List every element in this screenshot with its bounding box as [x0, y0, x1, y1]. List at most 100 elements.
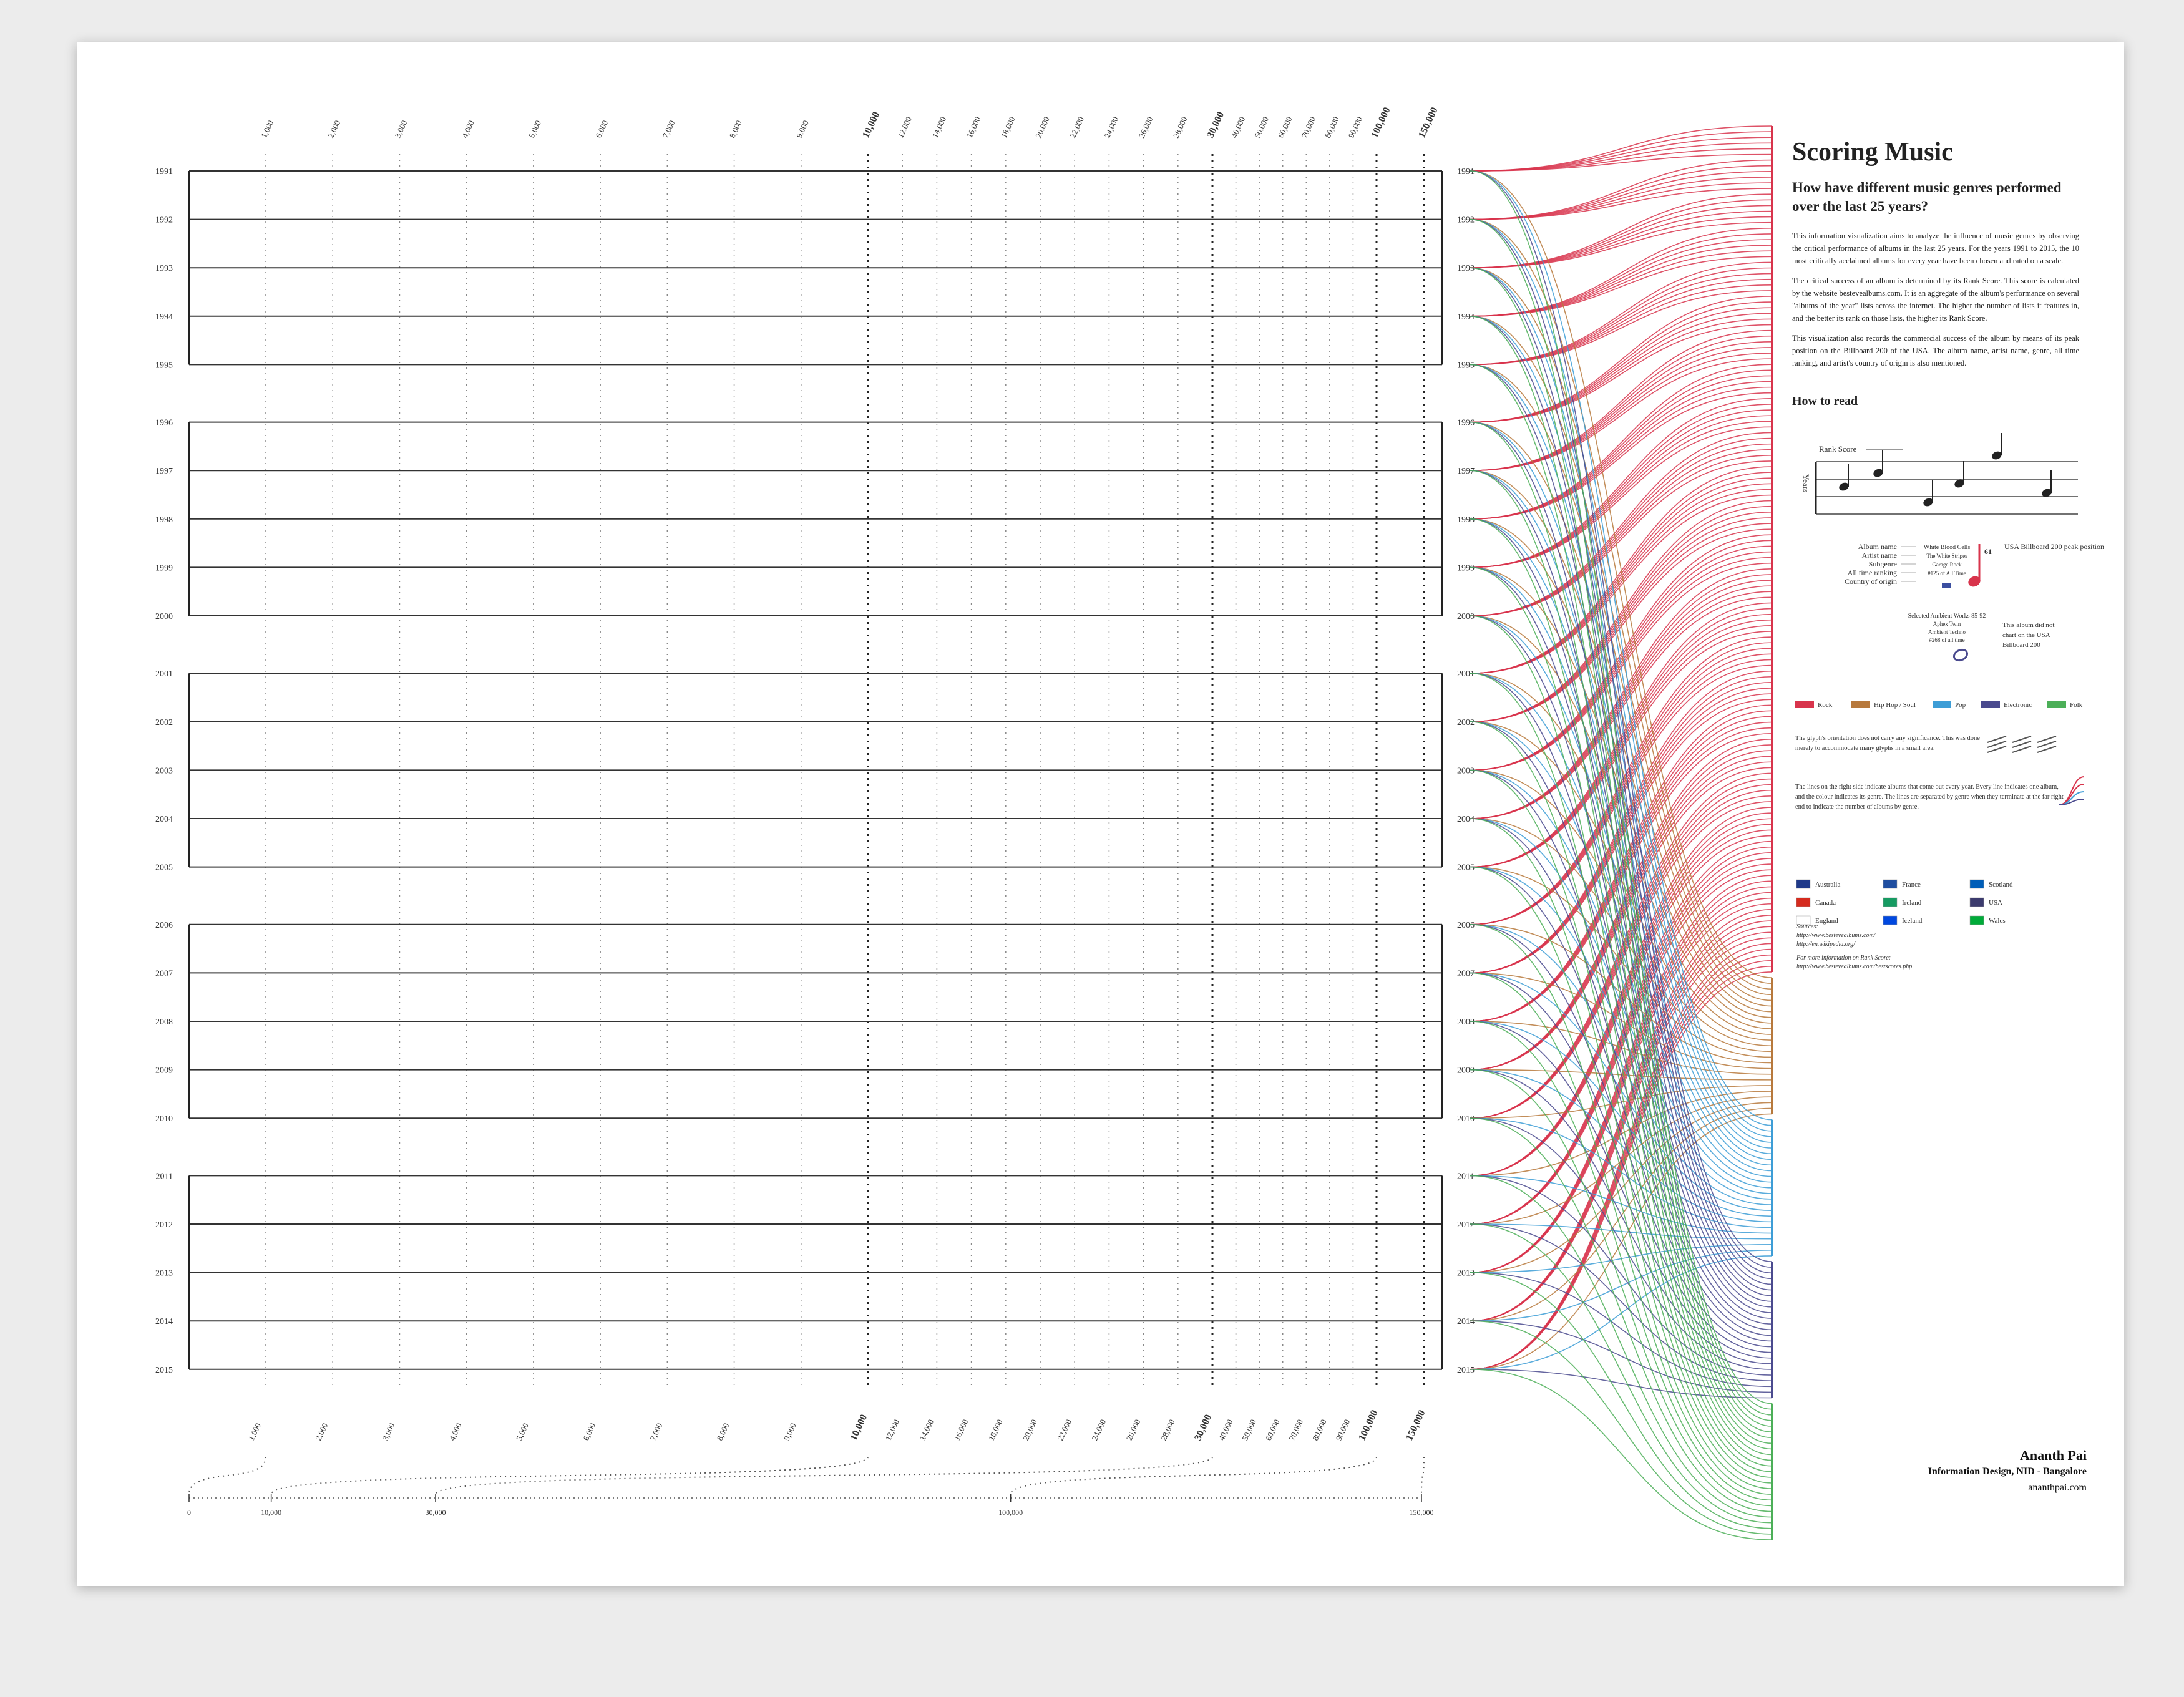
source-line: http://www.bestevealbums.com/bestscores.…: [1796, 963, 1913, 970]
flow-line: [1470, 1107, 1772, 1321]
x-tick-label: 100,000: [1369, 105, 1392, 139]
country-name: Canada: [1815, 899, 1836, 907]
glyph-icon: [1987, 736, 2007, 753]
legend-label: Folk: [2070, 701, 2083, 709]
flow-line: [1470, 316, 1772, 996]
flow-line: [1470, 233, 1772, 317]
flow-line: [1470, 818, 1772, 1478]
flow-line: [1470, 1175, 1772, 1234]
flow-line: [1470, 566, 1772, 1308]
year-label: 1993: [1457, 264, 1475, 273]
flow-line: [1470, 421, 1772, 1432]
flow-line: [1470, 615, 1772, 1313]
x-tick-label: 9,000: [782, 1421, 798, 1442]
flow-line: [1470, 818, 1772, 1336]
x-tick-label: 18,000: [987, 1418, 1005, 1442]
year-label: 2013: [1457, 1269, 1475, 1278]
year-label: 1997: [1457, 467, 1475, 476]
x2-tick-label: 10,000: [261, 1508, 281, 1517]
x-tick-label: 50,000: [1252, 115, 1270, 140]
flow-line: [1470, 1320, 1772, 1535]
x-tick-label: 80,000: [1310, 1418, 1328, 1442]
x2-tick-label: 150,000: [1410, 1508, 1434, 1517]
year-label: 2012: [1457, 1220, 1475, 1230]
x-tick-label: 10,000: [860, 110, 882, 140]
flow-line: [1470, 721, 1772, 1467]
legend-label: Rock: [1818, 701, 1833, 709]
year-label: 2009: [1457, 1066, 1475, 1076]
legend-label: Pop: [1955, 701, 1966, 709]
x-tick-label: 30,000: [1192, 1413, 1214, 1442]
flow-line: [1470, 1320, 1772, 1393]
country-name: Scotland: [1989, 881, 2013, 888]
flow-line: [1470, 924, 1772, 1489]
x2-tick-label: 100,000: [998, 1508, 1023, 1517]
year-label: 2008: [155, 1018, 173, 1027]
flow-line: [1470, 218, 1772, 1410]
x-tick-label: 14,000: [918, 1418, 936, 1442]
flow-line: [1470, 313, 1772, 423]
x-tick-label: 80,000: [1323, 115, 1341, 140]
year-label: 1997: [155, 467, 173, 476]
flow-line: [1470, 228, 1772, 317]
year-label: 1995: [1457, 361, 1475, 370]
x-tick-label: 8,000: [715, 1421, 731, 1442]
year-label: 2011: [156, 1172, 173, 1181]
year-label: 1992: [155, 216, 173, 225]
x-tick-label: 16,000: [965, 115, 983, 140]
x-tick-label: 20,000: [1021, 1418, 1039, 1442]
x-tick-label: 150,000: [1404, 1408, 1427, 1442]
x-tick-label: 16,000: [952, 1418, 970, 1442]
how-to-read-heading: How to read: [1792, 394, 1858, 408]
field-label: Artist name: [1862, 551, 1897, 560]
field-label: All time ranking: [1848, 568, 1897, 577]
legend-swatch: [1851, 701, 1870, 708]
flow-line: [1470, 316, 1772, 1421]
title: Scoring Music: [1792, 138, 1953, 167]
x-tick-label: 60,000: [1264, 1418, 1282, 1442]
year-label: 2001: [155, 669, 173, 679]
flow-line: [1470, 1085, 1772, 1119]
flow-line: [1470, 1117, 1772, 1370]
x-tick-label: 26,000: [1124, 1418, 1143, 1442]
x-tick-label: 7,000: [660, 119, 676, 139]
example-note: [2042, 489, 2052, 497]
years-label: Years: [1801, 474, 1811, 492]
x-tick-label: 40,000: [1217, 1418, 1235, 1442]
glyph-note: The glyph's orientation does not carry a…: [1795, 735, 1980, 752]
legend-label: Hip Hop / Soul: [1874, 701, 1916, 709]
year-label: 2008: [1457, 1018, 1475, 1027]
country-name: France: [1902, 881, 1921, 888]
year-label: 2012: [155, 1220, 173, 1230]
scale-connector: [270, 1456, 869, 1495]
year-label: 1993: [155, 264, 173, 273]
flow-line: [1470, 1175, 1772, 1376]
year-label: 2005: [155, 863, 173, 873]
country-name: England: [1815, 917, 1838, 925]
year-label: 2007: [1457, 969, 1475, 978]
poster: [77, 42, 2124, 1586]
country-flag: [1796, 897, 1811, 907]
x2-tick-label: 0: [187, 1508, 191, 1517]
flow-line: [1470, 769, 1772, 1331]
flow-line: [1470, 924, 1772, 1348]
x-tick-label: 26,000: [1137, 115, 1155, 140]
flow-line: [1470, 1223, 1772, 1524]
no-chart-note: This album did not chart on the USA Bill…: [2002, 621, 2055, 649]
example2-field: Ambient Techno: [1928, 629, 1966, 635]
flag-usa: [1942, 583, 1951, 588]
flow-line: [1470, 615, 1772, 1456]
x-tick-label: 2,000: [313, 1421, 329, 1442]
credit-school: Information Design, NID - Bangalore: [1928, 1466, 2087, 1477]
flow-line: [1470, 460, 1772, 616]
flow-line: [1470, 218, 1772, 984]
legend-swatch: [2047, 701, 2066, 708]
flow-line: [1470, 1223, 1772, 1381]
year-label: 1995: [155, 361, 173, 370]
year-label: 1992: [1457, 216, 1475, 225]
x-tick-label: 6,000: [593, 119, 610, 139]
year-label: 1994: [155, 313, 173, 322]
flow-line: [1470, 470, 1772, 1296]
flow-line: [1470, 801, 1772, 1119]
